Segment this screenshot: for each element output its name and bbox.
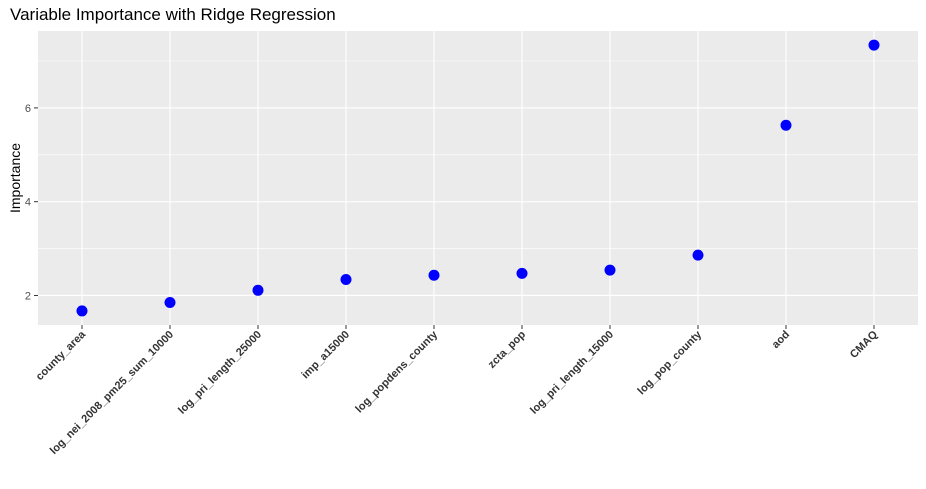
data-point-county_area (76, 305, 88, 317)
data-point-log_pri_length_25000 (252, 284, 264, 296)
x-tick-label-log_pop_county: log_pop_county (636, 328, 705, 397)
data-point-aod (780, 119, 792, 131)
x-tick-label-aod: aod (770, 329, 792, 351)
plot-panel (38, 31, 918, 325)
x-tick-label-log_pri_length_25000: log_pri_length_25000 (176, 329, 264, 417)
data-point-log_pop_county (692, 249, 704, 261)
x-tick-label-imp_a15000: imp_a15000 (300, 329, 353, 382)
data-point-log_nei_2008_pm25_sum_10000 (164, 296, 176, 308)
data-point-log_pri_length_15000 (604, 264, 616, 276)
data-points (76, 39, 880, 317)
y-axis-ticks: 2 4 6 (25, 103, 38, 302)
y-tick-label: 2 (25, 290, 31, 302)
x-tick-label-zcta_pop: zcta_pop (486, 328, 528, 370)
major-gridlines (38, 31, 918, 325)
data-point-zcta_pop (516, 267, 528, 279)
x-tick-label-CMAQ: CMAQ (848, 328, 881, 361)
data-point-imp_a15000 (340, 274, 352, 286)
x-tick-label-log_popdens_county: log_popdens_county (353, 328, 440, 415)
minor-gridlines (38, 60, 918, 249)
x-tick-label-county_area: county_area (34, 328, 89, 383)
x-tick-label-log_pri_length_15000: log_pri_length_15000 (528, 329, 616, 417)
data-point-log_popdens_county (428, 269, 440, 281)
chart-title: Variable Importance with Ridge Regressio… (10, 5, 336, 24)
data-point-CMAQ (868, 39, 880, 51)
y-tick-label: 6 (25, 103, 31, 115)
y-axis-title: Importance (7, 143, 23, 213)
y-tick-label: 4 (25, 197, 31, 209)
